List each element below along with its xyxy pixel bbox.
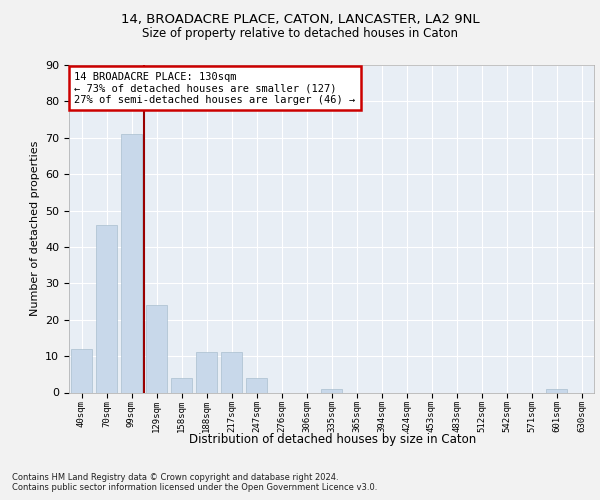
- Text: Distribution of detached houses by size in Caton: Distribution of detached houses by size …: [190, 432, 476, 446]
- Bar: [171, 378, 192, 392]
- Bar: [121, 134, 142, 392]
- Y-axis label: Number of detached properties: Number of detached properties: [29, 141, 40, 316]
- Text: Size of property relative to detached houses in Caton: Size of property relative to detached ho…: [142, 28, 458, 40]
- Bar: [246, 378, 267, 392]
- Bar: [221, 352, 242, 393]
- Bar: [146, 305, 167, 392]
- Text: Contains HM Land Registry data © Crown copyright and database right 2024.
Contai: Contains HM Land Registry data © Crown c…: [12, 472, 377, 492]
- Text: 14, BROADACRE PLACE, CATON, LANCASTER, LA2 9NL: 14, BROADACRE PLACE, CATON, LANCASTER, L…: [121, 12, 479, 26]
- Bar: [71, 349, 92, 393]
- Bar: [96, 225, 117, 392]
- Text: 14 BROADACRE PLACE: 130sqm
← 73% of detached houses are smaller (127)
27% of sem: 14 BROADACRE PLACE: 130sqm ← 73% of deta…: [74, 72, 355, 105]
- Bar: [321, 389, 342, 392]
- Bar: [546, 389, 567, 392]
- Bar: [196, 352, 217, 393]
